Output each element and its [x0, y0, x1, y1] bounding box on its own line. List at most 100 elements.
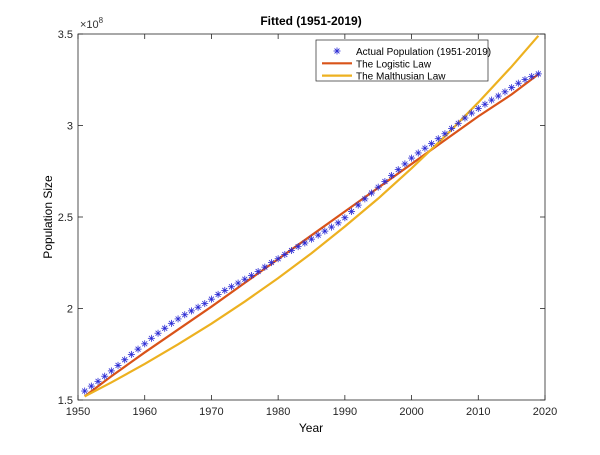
star-stroke — [334, 48, 340, 54]
y-tick-label: 2.5 — [58, 212, 73, 224]
star-stroke — [328, 224, 335, 230]
data-point — [141, 340, 149, 348]
data-point — [87, 382, 95, 390]
x-tick-label: 2020 — [533, 406, 557, 418]
data-point — [521, 76, 529, 84]
data-point — [167, 319, 175, 327]
data-point — [321, 227, 329, 235]
star-stroke — [161, 325, 168, 331]
data-point — [274, 255, 282, 263]
star-stroke — [515, 80, 522, 86]
axes-box — [77, 33, 546, 401]
data-point — [314, 231, 322, 239]
star-stroke — [95, 378, 101, 385]
data-point — [254, 268, 262, 276]
star-stroke — [242, 276, 248, 282]
data-point — [194, 303, 202, 311]
star-stroke — [335, 220, 341, 226]
star-stroke — [255, 268, 261, 275]
data-point — [341, 214, 349, 222]
star-stroke — [362, 196, 368, 202]
data-point — [448, 124, 456, 132]
star-stroke — [402, 161, 408, 167]
x-tick-label: 1950 — [66, 406, 90, 418]
data-point — [401, 160, 409, 168]
x-tick-label: 1970 — [199, 406, 223, 418]
legend: Actual Population (1951-2019)The Logisti… — [315, 39, 491, 83]
data-point — [301, 239, 309, 247]
star-stroke — [468, 110, 475, 116]
star-stroke — [315, 232, 321, 238]
data-point — [94, 377, 102, 385]
star-stroke — [88, 383, 95, 389]
data-point — [81, 387, 89, 395]
data-point — [121, 356, 129, 364]
x-tick-label: 1980 — [266, 406, 290, 418]
star-stroke — [148, 335, 155, 342]
data-point — [508, 84, 516, 92]
legend-label: Actual Population (1951-2019) — [356, 47, 491, 58]
data-point — [201, 300, 209, 308]
star-stroke — [155, 330, 161, 336]
data-point — [501, 88, 509, 96]
data-point — [107, 367, 115, 375]
data-point — [334, 219, 342, 227]
star-stroke — [508, 84, 515, 91]
data-point — [101, 372, 109, 380]
data-point — [528, 72, 536, 80]
star-stroke — [448, 125, 455, 132]
data-point — [281, 251, 289, 259]
star-stroke — [262, 264, 268, 270]
data-point — [241, 275, 249, 283]
star-stroke — [348, 208, 355, 215]
star-stroke — [108, 368, 115, 374]
data-point — [461, 114, 469, 122]
y-tick-label: 3 — [67, 121, 73, 133]
star-stroke — [308, 236, 315, 242]
data-point — [468, 109, 476, 117]
star-stroke — [235, 280, 241, 286]
star-stroke — [195, 304, 201, 310]
data-point — [534, 70, 542, 78]
x-tick-label: 1990 — [333, 406, 357, 418]
data-point — [354, 201, 362, 209]
data-point — [227, 283, 235, 291]
star-stroke — [81, 388, 88, 394]
y-axis-label: Population Size — [41, 175, 55, 259]
legend-box — [315, 39, 489, 82]
data-point — [368, 189, 376, 197]
star-stroke — [268, 259, 275, 266]
data-point — [147, 334, 155, 342]
legend-label: The Logistic Law — [356, 59, 432, 70]
data-point — [441, 130, 449, 138]
star-stroke — [135, 346, 141, 352]
star-stroke — [522, 76, 528, 83]
data-point — [428, 140, 436, 148]
data-point — [127, 350, 135, 358]
star-stroke — [528, 73, 535, 80]
data-point — [421, 144, 429, 152]
data-point — [394, 166, 402, 174]
series-markers-0 — [81, 70, 542, 395]
data-point — [247, 272, 255, 280]
star-stroke — [248, 272, 255, 279]
data-point — [221, 286, 229, 294]
star-stroke — [121, 357, 128, 363]
star-stroke — [101, 373, 108, 379]
legend-marker — [333, 47, 341, 55]
star-stroke — [395, 166, 401, 173]
star-stroke — [488, 97, 495, 103]
star-stroke — [375, 184, 381, 190]
legend-label: The Malthusian Law — [356, 72, 446, 83]
data-point — [414, 149, 422, 157]
data-point — [154, 329, 162, 337]
star-stroke — [208, 296, 215, 302]
star-stroke — [502, 89, 508, 95]
data-point — [381, 177, 389, 185]
star-stroke — [355, 202, 361, 208]
data-point — [181, 311, 189, 319]
data-point — [207, 295, 215, 303]
series-line-1 — [84, 73, 539, 398]
star-stroke — [168, 320, 175, 327]
